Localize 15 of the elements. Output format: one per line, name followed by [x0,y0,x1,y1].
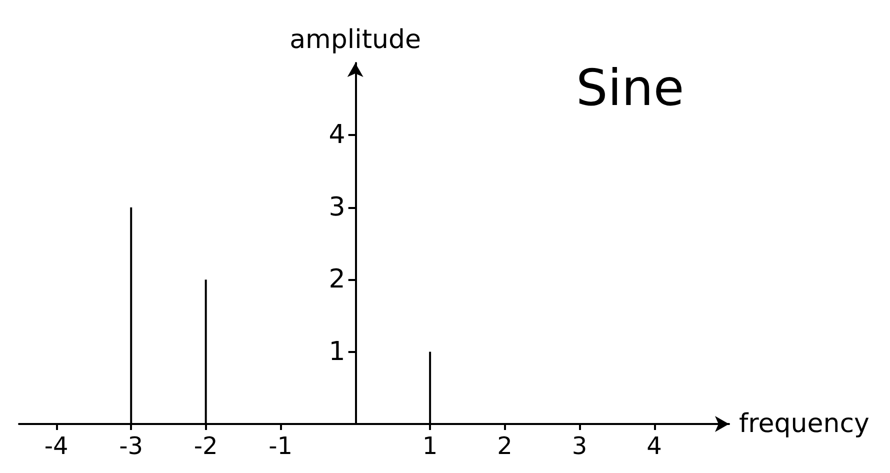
x-tick-label: -2 [194,432,218,460]
y-tick-label: 1 [328,336,346,367]
x-tick-label: -3 [119,432,144,460]
y-axis-title: amplitude [290,25,422,55]
x-tick-label: -1 [268,432,293,460]
x-tick-label: 1 [422,432,438,460]
y-tick-label: 2 [328,264,346,295]
x-axis-title: frequency [739,409,870,439]
x-tick-label: 2 [497,432,512,460]
x-tick-label: 4 [646,432,662,460]
x-tick-label: 3 [572,432,588,460]
chart-title: Sine [576,59,684,117]
y-tick-label: 4 [328,120,346,150]
y-tick-label: 3 [328,192,346,222]
x-tick-label: -4 [44,432,68,460]
